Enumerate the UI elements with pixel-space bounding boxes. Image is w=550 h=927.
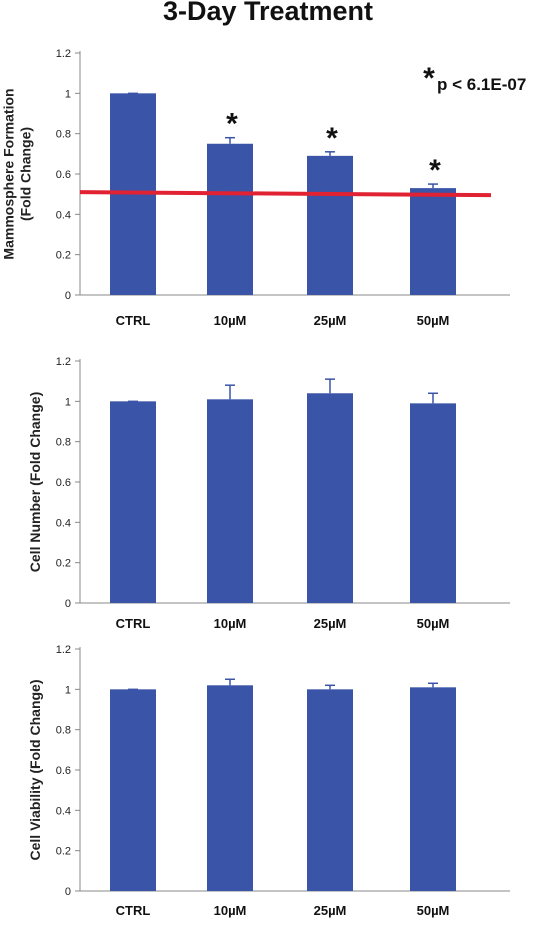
panel3-ytick-label: 0.2 <box>56 846 71 858</box>
panel2-category-label: CTRL <box>116 616 151 631</box>
panel1-annotation-text: p < 6.1E-07 <box>437 75 526 94</box>
panel2-ytick-label: 1.2 <box>56 356 71 368</box>
panel3-ytick-label: 1.2 <box>56 644 71 656</box>
panel3-bar-1 <box>207 685 253 891</box>
panel3-category-label: 25µM <box>314 903 347 918</box>
panel2-category-label: 10µM <box>214 616 247 631</box>
panel1-threshold-line <box>79 190 492 198</box>
panel3-ytick-label: 0.4 <box>56 805 71 817</box>
panel1-ytick-label: 0.6 <box>56 169 71 181</box>
panel1-annotation-star: * <box>423 62 435 95</box>
panel3-ytick-label: 0 <box>65 886 71 898</box>
panel1-significance-star: * <box>429 154 441 187</box>
panel2-ytick-label: 0.8 <box>56 437 71 449</box>
panel1-category-label: 10µM <box>214 313 247 328</box>
panel3-category-label: CTRL <box>116 903 151 918</box>
panel2-ytick-label: 0.6 <box>56 477 71 489</box>
panel1-ytick-label: 0 <box>65 290 71 302</box>
panel3-ytick-label: 0.8 <box>56 725 71 737</box>
panel3-bar-0 <box>110 689 156 891</box>
panel2-bar-3 <box>410 403 456 603</box>
panel3-bar-3 <box>410 687 456 891</box>
panel1-ytick-label: 0.4 <box>56 209 71 221</box>
panel2-bar-0 <box>110 401 156 603</box>
panel3-category-label: 50µM <box>417 903 450 918</box>
panel2-ytick-label: 0 <box>65 598 71 610</box>
panel2-category-label: 25µM <box>314 616 347 631</box>
panel3-ylabel: Cell Viability (Fold Change) <box>27 680 43 861</box>
panel2-ytick-label: 0.2 <box>56 558 71 570</box>
panel2-bar-1 <box>207 399 253 603</box>
panel1-significance-star: * <box>326 122 338 155</box>
chart-title: 3-Day Treatment <box>163 0 373 26</box>
panel3-category-label: 10µM <box>214 903 247 918</box>
panel2-ytick-label: 0.4 <box>56 517 71 529</box>
panel3-ytick-label: 1 <box>65 684 71 696</box>
panel3-ytick-label: 0.6 <box>56 765 71 777</box>
panel2-bar-2 <box>307 393 353 603</box>
panel1-ytick-label: 1.2 <box>56 48 71 60</box>
panel1-ylabel: (Fold Change) <box>18 127 34 221</box>
panel3-bar-2 <box>307 689 353 891</box>
panel1-category-label: 25µM <box>314 313 347 328</box>
panel1-category-label: CTRL <box>116 313 151 328</box>
panel1-ytick-label: 0.2 <box>56 250 71 262</box>
panel1-bar-2 <box>307 155 353 295</box>
panel1-ytick-label: 0.8 <box>56 129 71 141</box>
panel1-category-label: 50µM <box>417 313 450 328</box>
panel2-category-label: 50µM <box>417 616 450 631</box>
panel1-significance-star: * <box>226 108 238 141</box>
panel1-ylabel: Mammosphere Formation <box>1 88 17 259</box>
panel2-ytick-label: 1 <box>65 396 71 408</box>
panel1-bar-3 <box>410 188 456 295</box>
panel1-bar-1 <box>207 143 253 295</box>
panel1-ytick-label: 1 <box>65 88 71 100</box>
panel2-ylabel: Cell Number (Fold Change) <box>27 392 43 572</box>
